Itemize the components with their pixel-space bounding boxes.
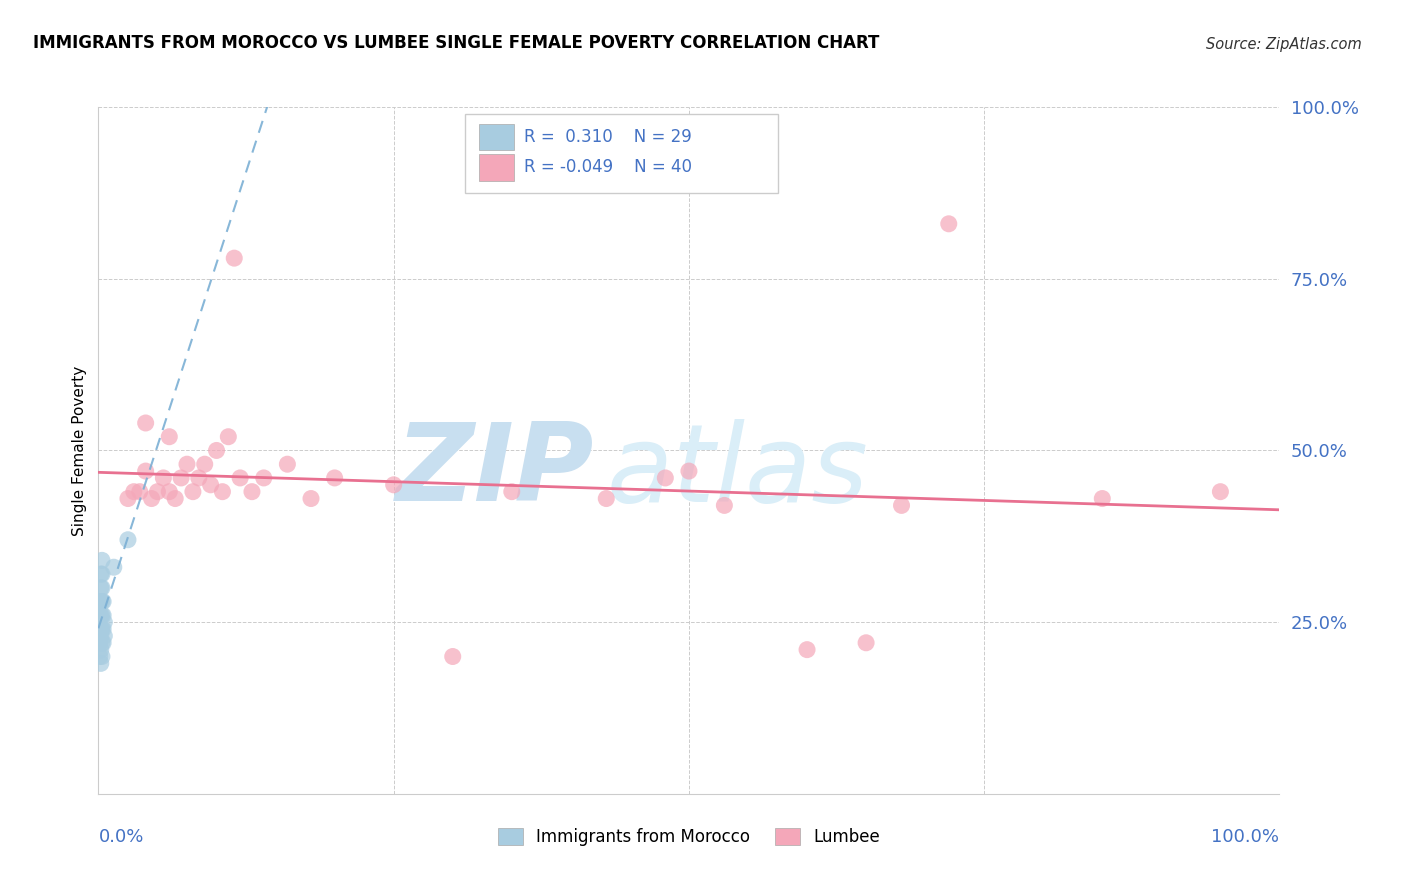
Point [122,484,145,499]
Point [224,251,246,265]
FancyBboxPatch shape [478,154,515,180]
Point [90,657,112,671]
Point [654,471,676,485]
Point [299,491,322,506]
Point [890,499,912,513]
Point [170,471,193,485]
Point [91,636,114,650]
Point [276,457,298,471]
Point [89,636,111,650]
Point [103,560,125,574]
Point [211,484,233,499]
Point [89,622,111,636]
Point [181,484,204,499]
Text: 100.0%: 100.0% [1212,828,1279,847]
Point [152,471,174,485]
Point [157,430,180,444]
Point [146,484,169,499]
Point [117,533,139,547]
Text: ZIP: ZIP [396,418,595,524]
Text: R =  0.310    N = 29: R = 0.310 N = 29 [523,128,692,145]
Point [135,464,157,478]
Point [382,478,405,492]
Point [157,484,180,499]
Point [176,457,198,471]
Text: R = -0.049    N = 40: R = -0.049 N = 40 [523,159,692,177]
Point [90,608,112,623]
Text: Source: ZipAtlas.com: Source: ZipAtlas.com [1206,37,1362,52]
Text: atlas: atlas [606,418,868,524]
Point [89,608,111,623]
Point [855,636,877,650]
Point [91,567,114,582]
Point [200,478,222,492]
Point [253,471,276,485]
Point [1091,491,1114,506]
Point [91,608,114,623]
Point [90,622,112,636]
FancyBboxPatch shape [464,114,778,193]
Point [90,581,112,595]
Point [323,471,346,485]
Text: 0.0%: 0.0% [98,828,143,847]
Point [90,629,112,643]
Point [194,457,217,471]
Point [90,642,112,657]
Point [89,594,111,608]
Point [135,416,157,430]
Point [713,499,735,513]
Point [229,471,252,485]
Point [796,642,818,657]
Point [91,622,114,636]
Point [595,491,617,506]
Point [501,484,523,499]
Point [90,594,112,608]
Point [205,443,228,458]
Point [91,636,114,650]
Point [117,491,139,506]
Point [678,464,700,478]
Point [91,594,114,608]
Point [441,649,464,664]
Point [91,622,114,636]
Point [165,491,187,506]
Y-axis label: Single Female Poverty: Single Female Poverty [72,366,87,535]
Point [128,484,150,499]
Point [90,567,112,582]
Point [91,594,114,608]
Point [91,553,114,567]
Point [187,471,209,485]
Point [217,430,239,444]
Legend: Immigrants from Morocco, Lumbee: Immigrants from Morocco, Lumbee [489,820,889,855]
Point [89,649,111,664]
Point [938,217,960,231]
Point [91,581,114,595]
Point [93,629,115,643]
Point [91,608,114,623]
Point [240,484,263,499]
Point [1209,484,1232,499]
Text: IMMIGRANTS FROM MOROCCO VS LUMBEE SINGLE FEMALE POVERTY CORRELATION CHART: IMMIGRANTS FROM MOROCCO VS LUMBEE SINGLE… [34,34,880,52]
Point [141,491,163,506]
Point [93,615,115,630]
FancyBboxPatch shape [478,123,515,150]
Point [91,649,114,664]
